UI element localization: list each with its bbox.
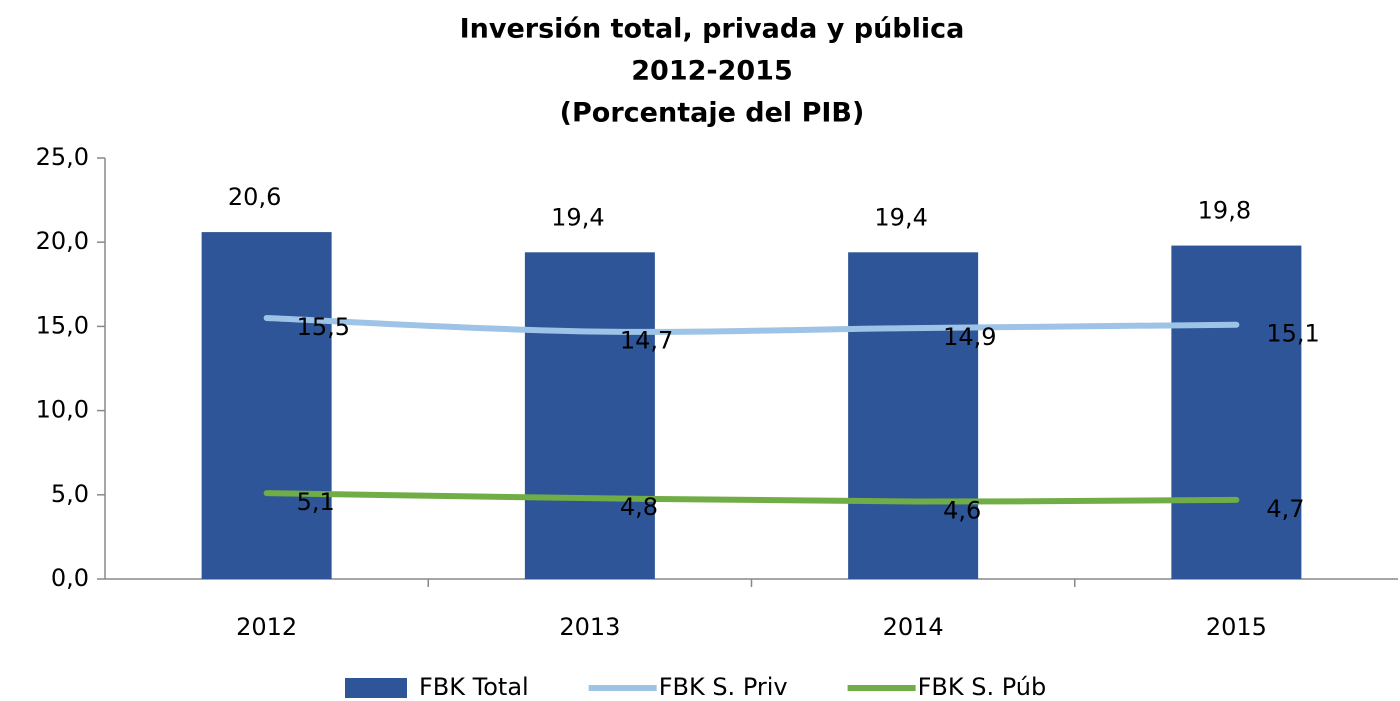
data-label: 4,6 bbox=[943, 497, 981, 525]
data-label: 19,4 bbox=[551, 203, 604, 231]
legend-label: FBK Total bbox=[419, 673, 529, 701]
data-label: 15,1 bbox=[1266, 320, 1319, 348]
y-tick-label: 10,0 bbox=[36, 396, 89, 424]
legend-label: FBK S. Priv bbox=[659, 673, 788, 701]
data-label: 14,7 bbox=[620, 326, 673, 354]
y-tick-label: 25,0 bbox=[36, 143, 89, 171]
line bbox=[263, 314, 1240, 335]
data-label: 4,8 bbox=[620, 493, 658, 521]
x-tick-label: 2014 bbox=[883, 613, 944, 641]
data-label: 19,8 bbox=[1198, 197, 1251, 225]
bar bbox=[524, 252, 655, 579]
y-tick-label: 20,0 bbox=[36, 227, 89, 255]
bar bbox=[1171, 245, 1302, 579]
data-label: 14,9 bbox=[943, 323, 996, 351]
chart-subtitle: (Porcentaje del PIB) bbox=[560, 98, 865, 129]
data-label: 15,5 bbox=[297, 313, 350, 341]
chart-title: Inversión total, privada y pública bbox=[460, 14, 965, 45]
data-label: 4,7 bbox=[1266, 495, 1304, 523]
legend-swatch bbox=[345, 678, 407, 698]
bar bbox=[201, 232, 332, 579]
line bbox=[263, 490, 1240, 505]
y-tick-label: 5,0 bbox=[51, 480, 89, 508]
x-tick-label: 2015 bbox=[1206, 613, 1267, 641]
chart-subtitle: 2012-2015 bbox=[631, 56, 793, 87]
bar bbox=[848, 252, 979, 579]
y-tick-label: 0,0 bbox=[51, 564, 89, 592]
x-tick-label: 2012 bbox=[236, 613, 297, 641]
data-label: 20,6 bbox=[228, 183, 281, 211]
data-label: 19,4 bbox=[874, 203, 927, 231]
y-tick-label: 15,0 bbox=[36, 311, 89, 339]
legend-label: FBK S. Púb bbox=[918, 673, 1047, 701]
data-label: 5,1 bbox=[297, 488, 335, 516]
x-tick-label: 2013 bbox=[559, 613, 620, 641]
